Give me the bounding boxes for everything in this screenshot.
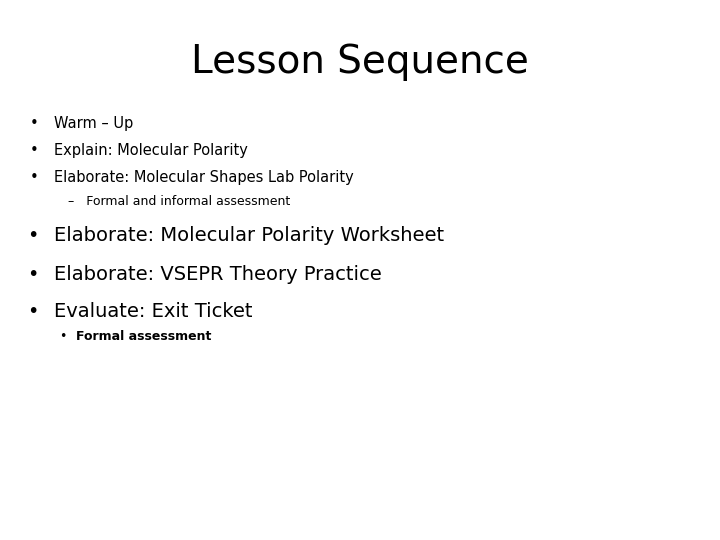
Text: Elaborate: VSEPR Theory Practice: Elaborate: VSEPR Theory Practice <box>54 265 382 284</box>
Text: •: • <box>27 265 39 284</box>
Text: •: • <box>30 143 39 158</box>
Text: •: • <box>27 226 39 245</box>
Text: Lesson Sequence: Lesson Sequence <box>191 43 529 81</box>
Text: •: • <box>30 116 39 131</box>
Text: Explain: Molecular Polarity: Explain: Molecular Polarity <box>54 143 248 158</box>
Text: •: • <box>30 170 39 185</box>
Text: Warm – Up: Warm – Up <box>54 116 133 131</box>
Text: •: • <box>27 302 39 321</box>
Text: Elaborate: Molecular Polarity Worksheet: Elaborate: Molecular Polarity Worksheet <box>54 226 444 245</box>
Text: •: • <box>59 330 66 343</box>
Text: Formal assessment: Formal assessment <box>76 330 211 343</box>
Text: Evaluate: Exit Ticket: Evaluate: Exit Ticket <box>54 302 253 321</box>
Text: –   Formal and informal assessment: – Formal and informal assessment <box>68 195 291 208</box>
Text: Elaborate: Molecular Shapes Lab Polarity: Elaborate: Molecular Shapes Lab Polarity <box>54 170 354 185</box>
